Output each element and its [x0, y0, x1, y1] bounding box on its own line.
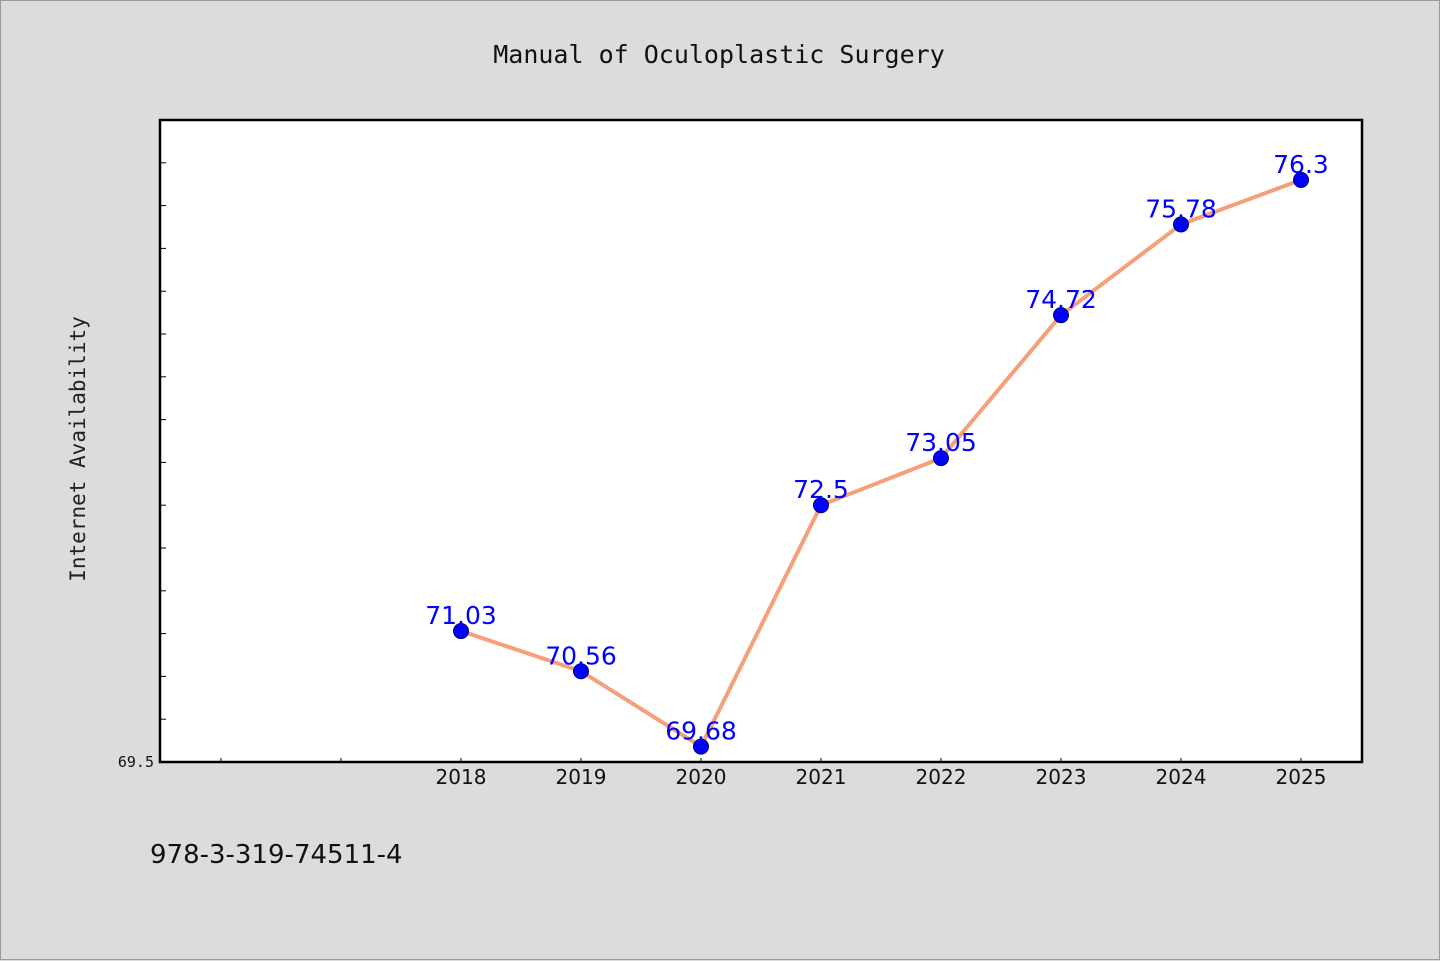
series-line [460, 178, 1302, 749]
data-label: 75.78 [1145, 194, 1217, 223]
data-label: 69.68 [665, 717, 737, 746]
data-label: 76.3 [1273, 150, 1329, 179]
x-axis-ticks: 2018 2019 2020 2021 2022 2023 2024 2025 [220, 758, 1327, 789]
data-label: 73.05 [905, 428, 977, 457]
data-point [573, 663, 589, 680]
y-axis-label: Internet Availability [66, 316, 90, 582]
data-label: 72.5 [793, 475, 849, 504]
data-point [453, 623, 469, 640]
x-tick-label: 2021 [796, 765, 847, 789]
data-point [693, 738, 709, 755]
x-tick-label: 2023 [1036, 765, 1087, 789]
x-tick-label: 2019 [556, 765, 607, 789]
data-point [813, 497, 829, 514]
y-tick-label: 69.5 [118, 753, 154, 771]
x-tick-label: 2020 [676, 765, 727, 789]
x-tick-label: 2024 [1156, 765, 1207, 789]
isbn-text: 978-3-319-74511-4 [150, 840, 403, 870]
data-point [1053, 307, 1069, 324]
chart-title: Manual of Oculoplastic Surgery [493, 40, 945, 69]
data-point [1173, 216, 1189, 233]
data-label: 71.03 [425, 601, 497, 630]
plot-area [158, 118, 1364, 764]
x-tick-label: 2025 [1276, 765, 1327, 789]
data-label: 70.56 [545, 641, 617, 670]
y-axis-ticks: 69.5 [118, 119, 166, 771]
series-layer [453, 171, 1309, 755]
data-labels: 71.03 70.56 69.68 72.5 73.05 74.72 75.78 76.3 [425, 150, 1329, 746]
data-point [933, 450, 949, 467]
x-tick-label: 2022 [916, 765, 967, 789]
data-label: 74.72 [1025, 285, 1097, 314]
data-point [1293, 171, 1309, 188]
x-tick-label: 2018 [436, 765, 487, 789]
